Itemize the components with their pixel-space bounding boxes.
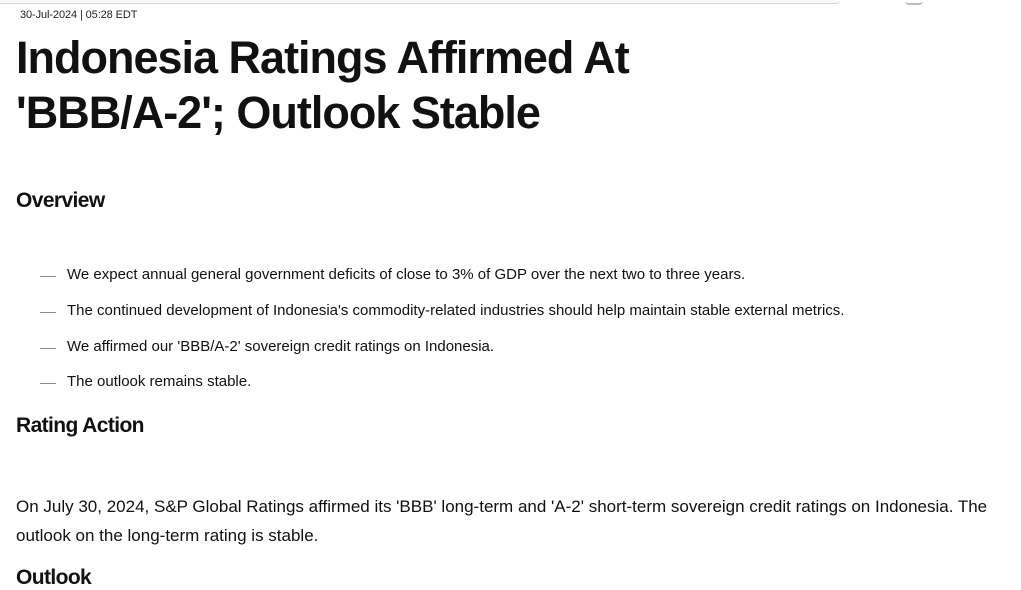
section-heading-rating-action: Rating Action: [16, 414, 145, 437]
top-bar: [0, 0, 840, 4]
section-heading-overview: Overview: [16, 189, 105, 212]
list-item-text: The outlook remains stable.: [67, 373, 252, 391]
top-bar-handle: [905, 0, 923, 5]
list-item-text: We affirmed our 'BBB/A-2' sovereign cred…: [67, 337, 495, 355]
list-item-text: The continued development of Indonesia's…: [67, 301, 845, 319]
list-item: The continued development of Indonesia's…: [40, 302, 844, 338]
list-item: We expect annual general government defi…: [40, 266, 844, 302]
dash-bullet-icon: [40, 276, 56, 277]
dash-bullet-icon: [40, 383, 56, 385]
dash-bullet-icon: [40, 347, 56, 349]
article-date: 30-Jul-2024 | 05:28 EDT: [20, 9, 138, 21]
section-heading-outlook: Outlook: [16, 566, 92, 589]
overview-list: We expect annual general government defi…: [40, 266, 844, 409]
rating-action-paragraph: On July 30, 2024, S&P Global Ratings aff…: [16, 497, 988, 545]
article-title: Indonesia Ratings Affirmed At 'BBB/A-2';…: [16, 32, 630, 138]
dash-bullet-icon: [40, 311, 56, 313]
list-item: We affirmed our 'BBB/A-2' sovereign cred…: [40, 338, 844, 374]
list-item: The outlook remains stable.: [40, 373, 844, 409]
list-item-text: We expect annual general government defi…: [67, 266, 746, 283]
